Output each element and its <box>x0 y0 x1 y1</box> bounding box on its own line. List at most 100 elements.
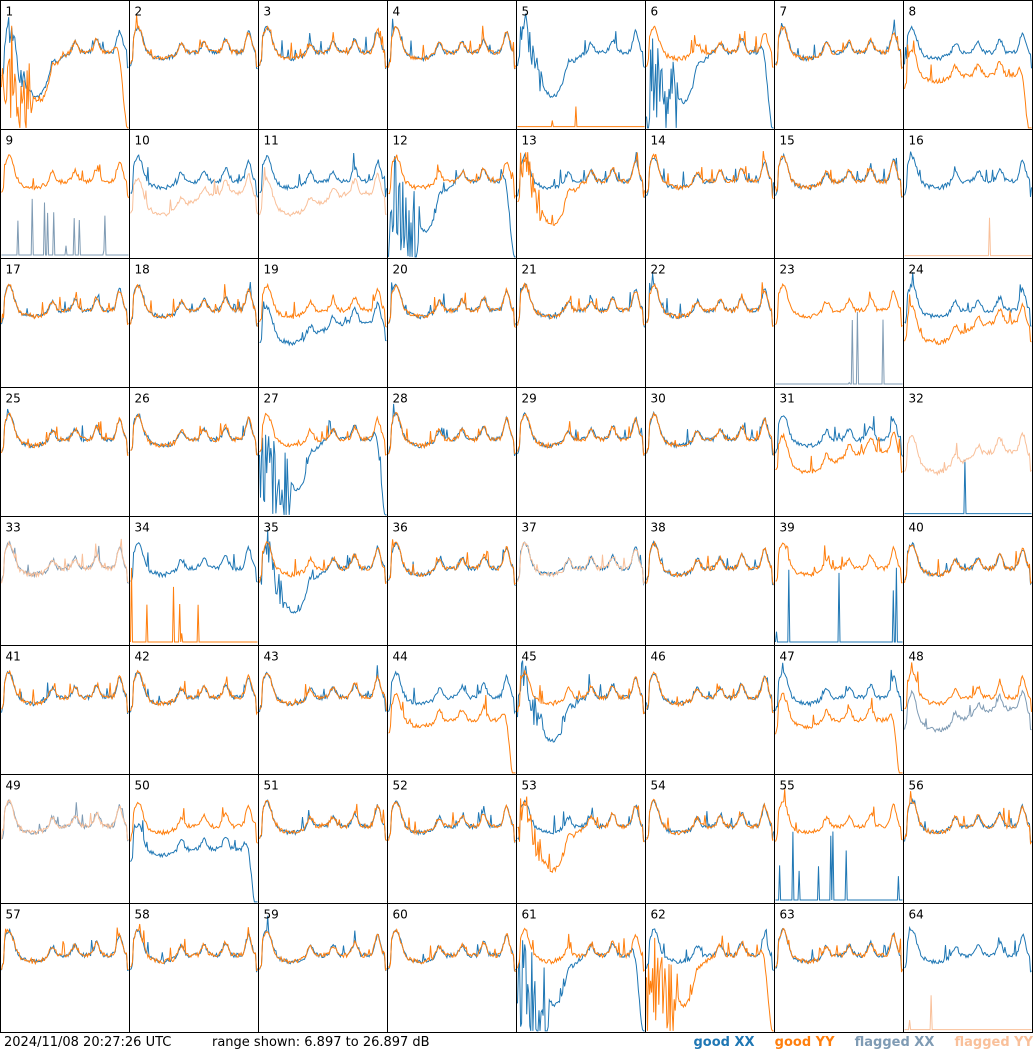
panel-57: 57 <box>0 903 130 1033</box>
panel-label: 23 <box>780 263 795 277</box>
panel-frame <box>0 0 130 130</box>
series-yy-4 <box>388 25 516 69</box>
series-yy-42 <box>130 669 258 716</box>
series-yy-15 <box>775 155 903 198</box>
legend: good XX good YY flagged XX flagged YY <box>677 1033 1033 1053</box>
panel-52: 52 <box>387 774 517 904</box>
panel-label: 15 <box>780 134 795 148</box>
series-yy-47 <box>775 692 903 774</box>
panel-label: 52 <box>393 779 408 793</box>
panel-55: 55 <box>774 774 904 904</box>
series-xx-9 <box>1 198 129 256</box>
panel-27: 27 <box>258 387 388 517</box>
panel-frame <box>0 516 130 646</box>
series-yy-2 <box>130 15 258 68</box>
series-yy-24 <box>904 294 1032 346</box>
panel-8: 8 <box>903 0 1033 130</box>
panel-62: 62 <box>645 903 775 1033</box>
panel-50: 50 <box>129 774 259 904</box>
series-yy-21 <box>517 282 645 326</box>
series-yy-27 <box>259 412 387 456</box>
panel-2: 2 <box>129 0 259 130</box>
panel-label: 13 <box>522 134 537 148</box>
series-xx-12 <box>388 156 516 258</box>
series-yy-22 <box>646 282 774 327</box>
panel-label: 8 <box>909 5 917 19</box>
panel-frame <box>516 387 646 517</box>
panel-label: 22 <box>651 263 666 277</box>
panel-label: 4 <box>393 5 401 19</box>
panel-39: 39 <box>774 516 904 646</box>
panel-frame <box>258 258 388 388</box>
panel-frame <box>903 0 1033 130</box>
panel-label: 34 <box>135 521 150 535</box>
panel-label: 64 <box>909 908 924 922</box>
panel-frame <box>645 387 775 517</box>
series-yy-60 <box>388 928 516 973</box>
panel-label: 51 <box>264 779 279 793</box>
series-yy-18 <box>130 283 258 327</box>
panel-14: 14 <box>645 129 775 259</box>
series-yy-58 <box>130 923 258 972</box>
panel-label: 25 <box>6 392 21 406</box>
panel-59: 59 <box>258 903 388 1033</box>
panel-frame <box>774 903 904 1033</box>
panel-43: 43 <box>258 645 388 775</box>
panel-label: 40 <box>909 521 924 535</box>
panel-frame <box>516 774 646 904</box>
series-yy-44 <box>388 692 516 774</box>
series-yy-56 <box>904 791 1032 845</box>
series-yy-46 <box>646 671 774 714</box>
panel-label: 44 <box>393 650 408 664</box>
panel-label: 46 <box>651 650 666 664</box>
series-yy-63 <box>775 927 903 973</box>
legend-flagged-yy: flagged YY <box>954 1035 1033 1050</box>
panel-label: 63 <box>780 908 795 922</box>
panel-11: 11 <box>258 129 388 259</box>
series-xx-23 <box>775 311 903 385</box>
panel-54: 54 <box>645 774 775 904</box>
series-xx-61 <box>517 940 645 1032</box>
series-xx-39 <box>775 567 903 643</box>
panel-frame <box>0 774 130 904</box>
panel-frame <box>0 387 130 517</box>
panel-label: 60 <box>393 908 408 922</box>
panel-label: 29 <box>522 392 537 406</box>
panel-51: 51 <box>258 774 388 904</box>
panel-frame <box>387 903 517 1033</box>
panel-label: 36 <box>393 521 408 535</box>
panel-label: 53 <box>522 779 537 793</box>
panel-frame <box>645 516 775 646</box>
panel-1: 1 <box>0 0 130 130</box>
panel-frame <box>129 516 259 646</box>
panel-frame <box>645 645 775 775</box>
panel-frame <box>903 903 1033 1033</box>
panel-28: 28 <box>387 387 517 517</box>
panel-41: 41 <box>0 645 130 775</box>
series-xx-1 <box>1 17 129 98</box>
panel-13: 13 <box>516 129 646 259</box>
panel-38: 38 <box>645 516 775 646</box>
series-yy-32 <box>904 431 1032 476</box>
panel-24: 24 <box>903 258 1033 388</box>
panel-25: 25 <box>0 387 130 517</box>
panel-frame <box>0 645 130 775</box>
panel-30: 30 <box>645 387 775 517</box>
legend-flagged-xx: flagged XX <box>854 1035 935 1050</box>
panel-label: 59 <box>264 908 279 922</box>
panel-23: 23 <box>774 258 904 388</box>
panel-label: 47 <box>780 650 795 664</box>
series-yy-19 <box>259 282 387 328</box>
series-yy-30 <box>646 411 774 456</box>
series-yy-33 <box>1 538 129 584</box>
panel-frame <box>903 129 1033 259</box>
series-yy-26 <box>130 413 258 456</box>
series-yy-48 <box>904 662 1032 712</box>
series-xx-5 <box>517 13 645 99</box>
series-yy-8 <box>904 40 1032 129</box>
panel-60: 60 <box>387 903 517 1033</box>
series-yy-1 <box>1 25 129 129</box>
panel-21: 21 <box>516 258 646 388</box>
panel-label: 57 <box>6 908 21 922</box>
